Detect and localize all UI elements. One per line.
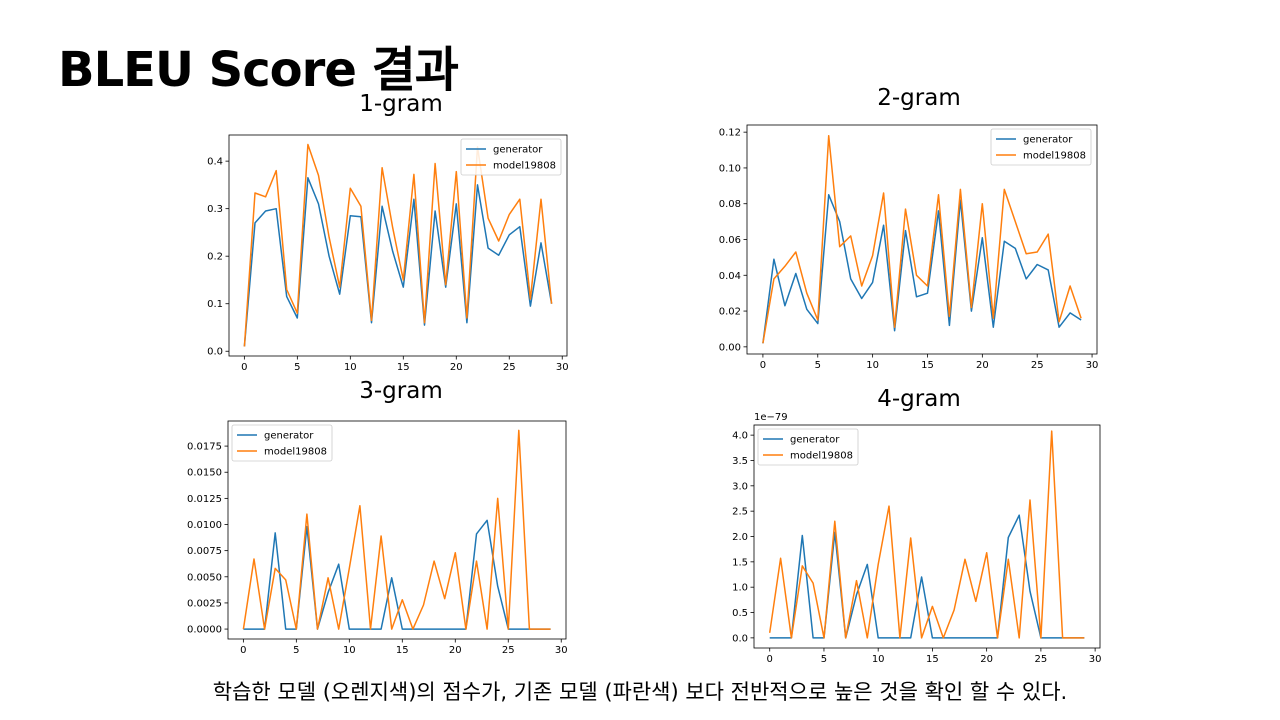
y-tick-label: 0.5	[732, 608, 748, 619]
series-line-model19808	[762, 134, 1082, 344]
y-tick-label: 2.5	[732, 507, 748, 518]
x-tick-label: 0	[240, 645, 246, 656]
x-tick-label: 30	[555, 645, 568, 656]
x-tick-label: 25	[1031, 360, 1044, 371]
chart-title-3gram: 3-gram	[359, 378, 443, 404]
x-tick-label: 15	[921, 360, 934, 371]
x-tick-label: 20	[450, 362, 463, 373]
x-tick-label: 25	[1035, 654, 1048, 665]
x-tick-label: 5	[293, 645, 299, 656]
x-tick-label: 5	[294, 362, 300, 373]
legend-label-model19808: model19808	[790, 451, 853, 462]
legend-box	[231, 424, 333, 462]
x-tick-label: 30	[1086, 360, 1099, 371]
y-tick-label: 0.4	[207, 157, 223, 168]
x-tick-label: 15	[397, 362, 410, 373]
series-line-generator	[243, 519, 551, 630]
series-line-model19808	[243, 143, 553, 347]
legend-label-generator: generator	[790, 435, 840, 446]
slide-caption: 학습한 모델 (오렌지색)의 점수가, 기존 모델 (파란색) 보다 전반적으로…	[212, 680, 1068, 704]
y-tick-label: 0.0175	[187, 442, 222, 453]
y-tick-label: 0.02	[719, 307, 741, 318]
y-tick-label: 2.0	[732, 532, 748, 543]
x-tick-label: 30	[556, 362, 569, 373]
y-tick-label: 4.0	[732, 431, 748, 442]
plot-frame	[228, 134, 568, 357]
y-tick-label: 0.0	[732, 633, 748, 644]
legend-label-generator: generator	[264, 431, 314, 442]
chart-title-4gram: 4-gram	[877, 386, 961, 412]
y-tick-label: 0.0000	[187, 625, 222, 636]
series-line-generator	[243, 177, 553, 347]
series-line-generator	[762, 194, 1082, 344]
x-tick-label: 25	[503, 362, 516, 373]
y-tick-label: 0.0150	[187, 468, 222, 479]
chart-title-2gram: 2-gram	[877, 85, 961, 111]
legend: generator model19808	[460, 138, 562, 176]
legend-box	[757, 428, 859, 466]
x-tick-label: 20	[980, 654, 993, 665]
legend: generator model19808	[231, 424, 333, 462]
x-tick-label: 15	[396, 645, 409, 656]
y-tick-label: 0.0125	[187, 494, 222, 505]
legend-box	[990, 128, 1092, 166]
y-tick-label: 0.0	[207, 347, 223, 358]
x-tick-label: 5	[821, 654, 827, 665]
x-tick-label: 5	[815, 360, 821, 371]
x-tick-label: 10	[344, 362, 357, 373]
series-line-model19808	[242, 429, 551, 630]
legend-label-generator: generator	[493, 145, 543, 156]
y-tick-label: 3.5	[732, 456, 748, 467]
legend-box	[460, 138, 562, 176]
x-tick-label: 25	[502, 645, 515, 656]
y-tick-label: 0.0100	[187, 520, 222, 531]
x-tick-label: 20	[976, 360, 989, 371]
x-tick-label: 15	[926, 654, 939, 665]
y-tick-label: 0.0075	[187, 546, 222, 557]
slide-title: BLEU Score 결과	[58, 42, 459, 98]
axis-offset-label: 1e−79	[754, 412, 788, 423]
y-tick-label: 0.10	[719, 163, 741, 174]
x-tick-label: 10	[872, 654, 885, 665]
y-tick-label: 0.0025	[187, 598, 222, 609]
x-tick-label: 30	[1089, 654, 1102, 665]
legend-label-generator: generator	[1023, 135, 1073, 146]
x-tick-label: 10	[866, 360, 879, 371]
legend: generator model19808	[990, 128, 1092, 166]
x-tick-label: 0	[241, 362, 247, 373]
x-tick-label: 0	[767, 654, 773, 665]
y-tick-label: 0.08	[719, 199, 741, 210]
x-tick-label: 10	[343, 645, 356, 656]
legend-label-model19808: model19808	[493, 161, 556, 172]
y-tick-label: 0.3	[207, 204, 223, 215]
chart-title-1gram: 1-gram	[359, 91, 443, 117]
x-tick-label: 20	[449, 645, 462, 656]
x-tick-label: 0	[760, 360, 766, 371]
legend: generator model19808	[757, 428, 859, 466]
plot-frame	[227, 420, 567, 640]
series-line-model19808	[768, 430, 1085, 639]
y-tick-label: 0.04	[719, 271, 741, 282]
legend-label-model19808: model19808	[264, 447, 327, 458]
y-tick-label: 1.0	[732, 583, 748, 594]
y-tick-label: 0.06	[719, 235, 741, 246]
y-tick-label: 0.12	[719, 128, 741, 139]
y-tick-label: 0.00	[719, 342, 741, 353]
y-tick-label: 0.0050	[187, 572, 222, 583]
legend-label-model19808: model19808	[1023, 151, 1086, 162]
y-tick-label: 0.1	[207, 299, 223, 310]
y-tick-label: 1.5	[732, 557, 748, 568]
y-tick-label: 0.2	[207, 252, 223, 263]
y-tick-label: 3.0	[732, 481, 748, 492]
series-line-generator	[769, 514, 1085, 639]
